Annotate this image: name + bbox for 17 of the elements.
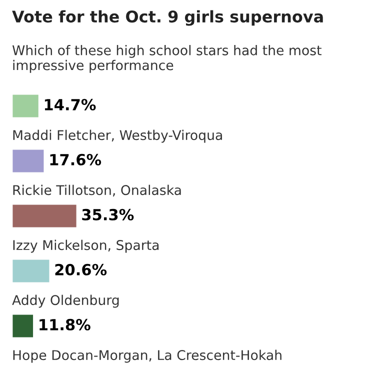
y-tick-label: Maddi Fletcher, Westby-Viroqua — [13, 130, 222, 143]
bar — [12, 258, 51, 284]
bar — [12, 313, 34, 339]
data-label: 17.6% — [50, 154, 102, 166]
bar — [12, 93, 40, 119]
data-label: 14.7% — [44, 98, 96, 110]
bar — [12, 148, 46, 174]
data-label: 20.6% — [55, 264, 107, 276]
y-tick-label: Hope Docan-Morgan, La Crescent-Hokah — [13, 350, 282, 363]
y-tick-label: Izzy Mickelson, Sparta — [13, 240, 159, 253]
text: Which of these high school stars had the most impressive performance — [12, 45, 322, 73]
y-tick-label: Addy Oldenburg — [12, 294, 119, 308]
y-tick-label: Rickie Tillotson, Onalaska — [13, 184, 181, 196]
data-label: 11.8% — [40, 318, 90, 330]
bar — [12, 203, 78, 229]
text: Vote for the Oct. 9 girls supernova — [12, 10, 323, 26]
data-label: 35.3% — [82, 208, 134, 220]
